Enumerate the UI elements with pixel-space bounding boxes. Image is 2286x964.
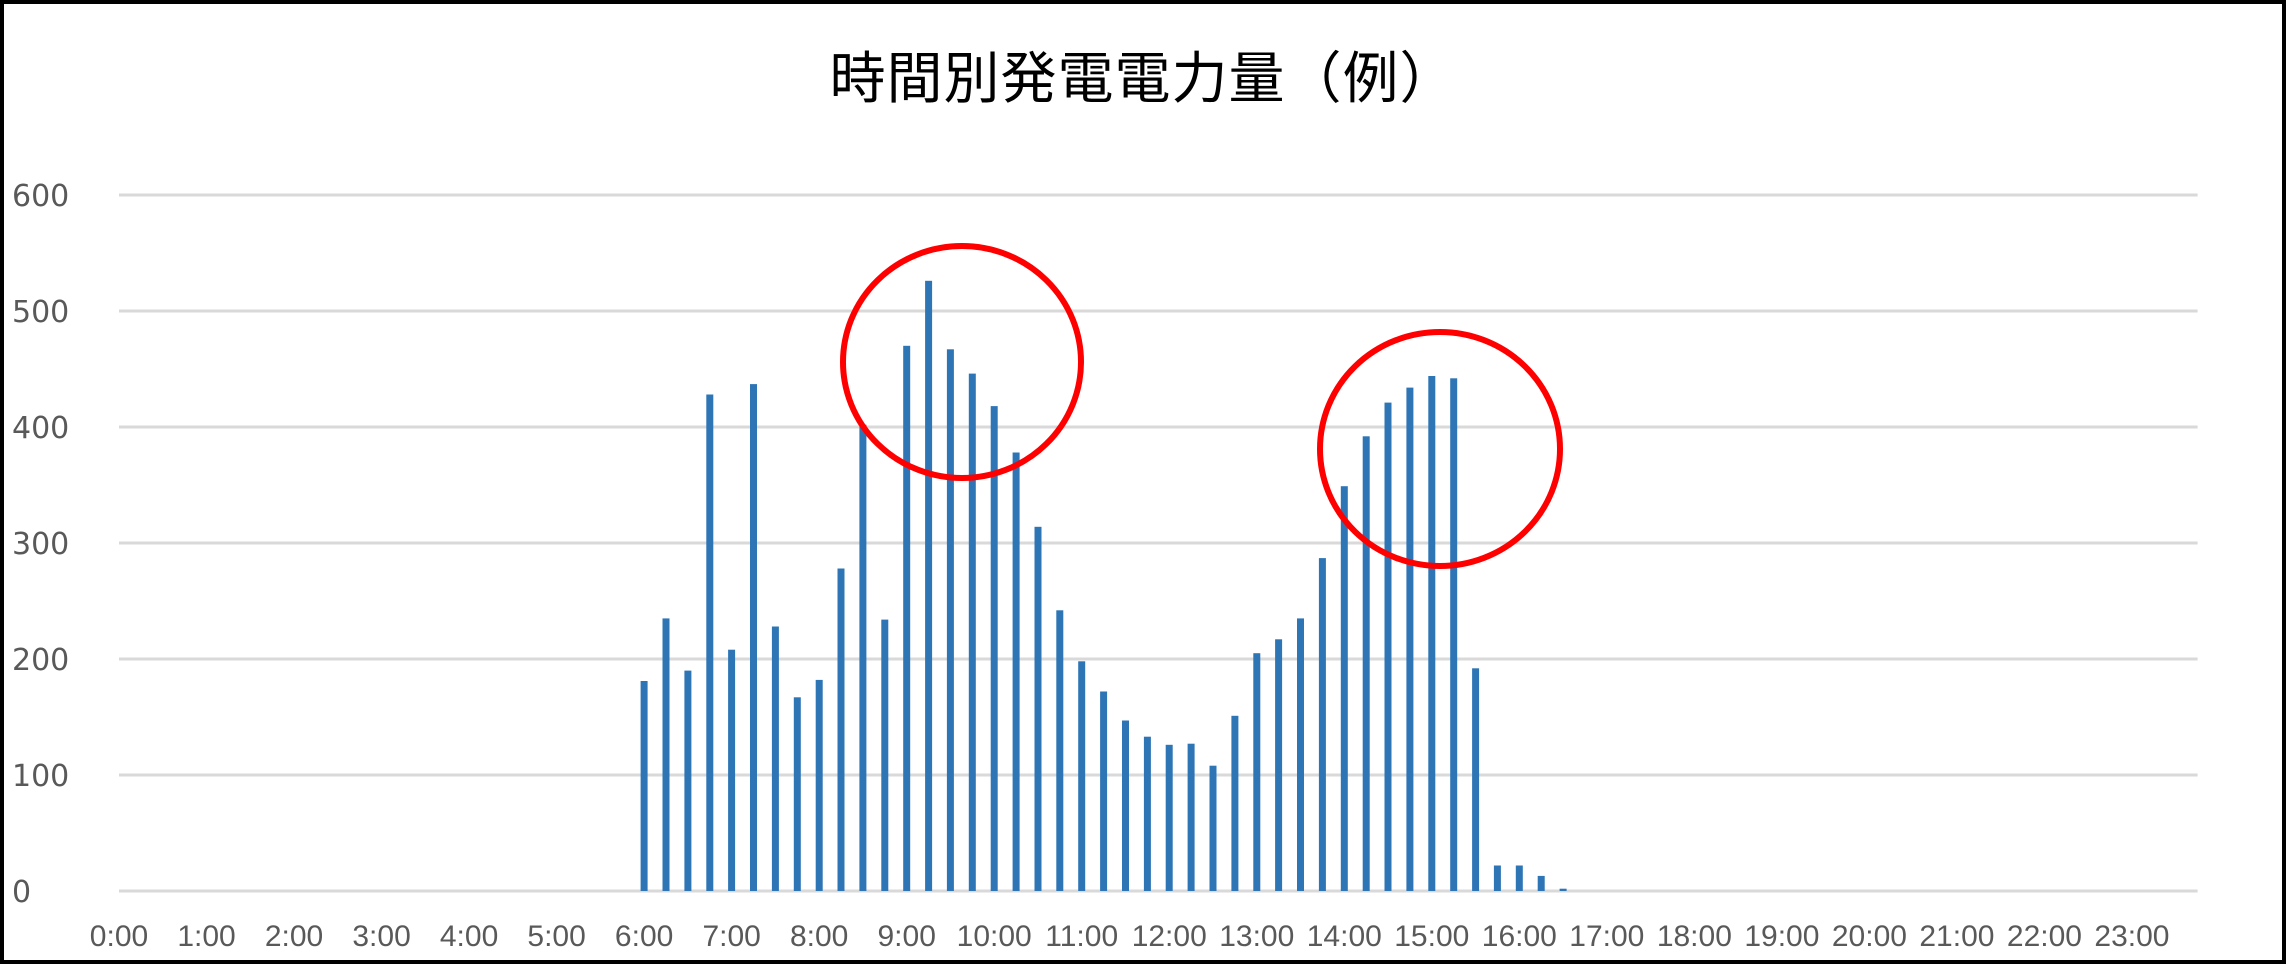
x-tick-label: 4:00 bbox=[440, 920, 498, 953]
y-tick-label: 100 bbox=[12, 759, 69, 794]
x-tick-label: 22:00 bbox=[2007, 920, 2082, 953]
y-tick-label: 0 bbox=[12, 875, 31, 910]
x-tick-label: 7:00 bbox=[702, 920, 760, 953]
x-tick-label: 1:00 bbox=[177, 920, 235, 953]
bar-13:15 bbox=[1275, 639, 1283, 891]
bar-9:45 bbox=[968, 373, 976, 892]
x-tick-label: 5:00 bbox=[527, 920, 585, 953]
bar-7:30 bbox=[771, 626, 779, 891]
y-tick-label: 200 bbox=[12, 643, 69, 678]
bar-7:00 bbox=[728, 649, 736, 891]
bar-9:00 bbox=[903, 345, 911, 891]
x-tick-label: 17:00 bbox=[1569, 920, 1644, 953]
bar-11:30 bbox=[1122, 720, 1129, 891]
x-tick-label: 21:00 bbox=[1919, 920, 1994, 953]
bar-12:30 bbox=[1209, 765, 1217, 891]
y-axis-labels: 0 100 200 300 400 500 600 bbox=[12, 179, 69, 910]
bar-15:15 bbox=[1450, 378, 1458, 891]
bar-7:15 bbox=[750, 384, 757, 891]
bars bbox=[640, 280, 1567, 892]
y-tick-label: 500 bbox=[12, 295, 69, 330]
bar-6:45 bbox=[706, 394, 714, 891]
x-axis-labels: 0:00 1:00 2:00 3:00 4:00 5:00 6:00 7:00 8:00 9:00… bbox=[90, 920, 2170, 953]
bar-15:30 bbox=[1472, 668, 1480, 891]
bar-15:45 bbox=[1493, 865, 1501, 891]
y-tick-label: 300 bbox=[12, 527, 69, 562]
chart-title: 時間別発電電力量（例） bbox=[829, 47, 1457, 112]
afternoon-peak-highlight-circle bbox=[1317, 329, 1563, 569]
highlight-annotations bbox=[840, 243, 1563, 569]
bar-14:45 bbox=[1406, 387, 1414, 891]
x-tick-label: 0:00 bbox=[90, 920, 148, 953]
bar-13:30 bbox=[1297, 618, 1304, 891]
bar-10:15 bbox=[1012, 452, 1020, 891]
bar-8:30 bbox=[859, 424, 867, 891]
bar-6:15 bbox=[662, 618, 670, 891]
x-tick-label: 6:00 bbox=[615, 920, 673, 953]
x-tick-label: 23:00 bbox=[2094, 920, 2169, 953]
bar-13:00 bbox=[1253, 653, 1261, 891]
bar-12:00 bbox=[1165, 744, 1173, 891]
x-tick-label: 16:00 bbox=[1482, 920, 1557, 953]
gridlines bbox=[119, 193, 2198, 893]
bar-10:00 bbox=[990, 406, 998, 891]
bar-16:00 bbox=[1515, 865, 1523, 891]
x-tick-label: 14:00 bbox=[1307, 920, 1382, 953]
bar-12:45 bbox=[1231, 715, 1239, 891]
bar-14:15 bbox=[1362, 436, 1370, 891]
bar-14:00 bbox=[1340, 486, 1348, 891]
x-tick-label: 11:00 bbox=[1045, 920, 1118, 953]
morning-peak-highlight-circle bbox=[840, 243, 1084, 481]
bar-6:30 bbox=[684, 670, 692, 891]
bar-16:30 bbox=[1559, 888, 1567, 891]
bar-14:30 bbox=[1384, 402, 1392, 891]
x-tick-label: 3:00 bbox=[352, 920, 410, 953]
bar-13:45 bbox=[1318, 558, 1326, 891]
bar-15:00 bbox=[1428, 376, 1436, 891]
x-tick-label: 8:00 bbox=[790, 920, 848, 953]
x-tick-label: 2:00 bbox=[265, 920, 323, 953]
bar-10:30 bbox=[1034, 526, 1042, 891]
bar-12:15 bbox=[1187, 743, 1195, 891]
x-tick-label: 13:00 bbox=[1219, 920, 1294, 953]
y-tick-label: 400 bbox=[12, 411, 69, 446]
x-tick-label: 20:00 bbox=[1832, 920, 1907, 953]
x-tick-label: 12:00 bbox=[1132, 920, 1207, 953]
bar-11:45 bbox=[1143, 736, 1151, 891]
x-tick-label: 9:00 bbox=[877, 920, 935, 953]
x-tick-label: 10:00 bbox=[957, 920, 1032, 953]
x-tick-label: 19:00 bbox=[1744, 920, 1819, 953]
x-tick-label: 18:00 bbox=[1657, 920, 1732, 953]
bar-9:15 bbox=[925, 280, 933, 891]
bar-9:30 bbox=[946, 349, 954, 891]
bar-8:15 bbox=[837, 568, 845, 891]
bar-8:00 bbox=[815, 679, 823, 891]
bar-7:45 bbox=[793, 697, 801, 891]
bar-11:15 bbox=[1100, 691, 1108, 891]
y-tick-label: 600 bbox=[12, 179, 69, 214]
bar-11:00 bbox=[1078, 661, 1086, 891]
bar-8:45 bbox=[881, 619, 889, 891]
bar-6:00 bbox=[640, 681, 648, 891]
bar-10:45 bbox=[1056, 610, 1064, 891]
bar-16:15 bbox=[1537, 875, 1545, 891]
x-tick-label: 15:00 bbox=[1394, 920, 1469, 953]
